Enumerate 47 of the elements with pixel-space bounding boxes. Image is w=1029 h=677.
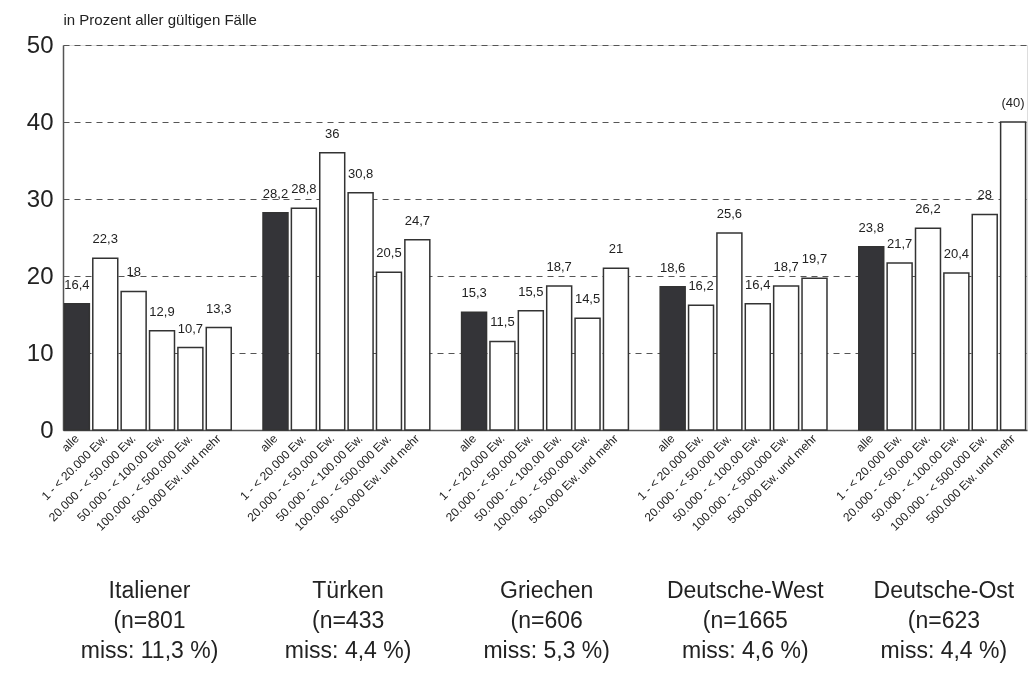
data-label: 18,7 [773, 259, 799, 275]
data-label: 13,3 [206, 300, 232, 316]
data-label: 18,7 [546, 259, 572, 275]
y-tick-label: 40 [26, 107, 54, 135]
data-label: 21,7 [886, 235, 913, 251]
x-tick-label: alle [58, 431, 83, 455]
data-label: 28 [977, 187, 992, 203]
data-label: 15,3 [461, 285, 487, 301]
data-label: 23,8 [858, 219, 884, 235]
x-tick-label: alle [455, 431, 480, 455]
data-label: 25,6 [716, 205, 743, 221]
text: Türken (n=433 miss: 4,4 %) [284, 577, 412, 663]
y-tick-label: 20 [26, 261, 54, 289]
data-label: 24,7 [404, 212, 430, 228]
data-label: 12,9 [149, 303, 175, 319]
data-label: 16,2 [688, 278, 714, 294]
data-label: 18,6 [660, 259, 686, 275]
data-label: 20,5 [376, 245, 402, 261]
data-label: 18 [126, 264, 141, 280]
text: Italiener (n=801 miss: 11,3 %) [80, 577, 219, 663]
data-label: 26,2 [915, 201, 941, 217]
data-label: 16,4 [64, 276, 90, 292]
data-label: 10,7 [177, 320, 204, 336]
data-label: 21 [608, 241, 624, 257]
data-label: 16,4 [745, 276, 771, 292]
data-label: 30,8 [347, 165, 374, 181]
x-tick-label: alle [853, 431, 877, 455]
y-tick-label: 0 [40, 415, 54, 443]
data-label: 15,5 [518, 283, 544, 299]
data-label: 19,7 [801, 251, 828, 267]
y-tick-label: 30 [26, 184, 54, 212]
y-axis-title: in Prozent aller gültigen Fälle [63, 10, 257, 28]
y-tick-label: 10 [26, 338, 54, 366]
data-label: (40) [1001, 95, 1025, 110]
x-tick-label: alle [654, 431, 678, 455]
data-label: 22,3 [92, 231, 118, 247]
text: Griechen (n=606 miss: 5,3 %) [483, 577, 610, 663]
data-label: 28,8 [291, 181, 317, 197]
y-tick-label: 50 [26, 30, 54, 58]
data-label: 14,5 [574, 291, 601, 307]
data-label: 36 [324, 125, 340, 141]
text: Deutsche-West (n=1665 miss: 4,6 %) [666, 577, 825, 663]
text: Deutsche-Ost (n=623 miss: 4,4 %) [873, 577, 1015, 663]
data-label: 28,2 [262, 185, 289, 201]
data-label: 11,5 [490, 314, 515, 330]
data-label: 20,4 [943, 245, 970, 261]
x-tick-label: alle [257, 431, 281, 455]
